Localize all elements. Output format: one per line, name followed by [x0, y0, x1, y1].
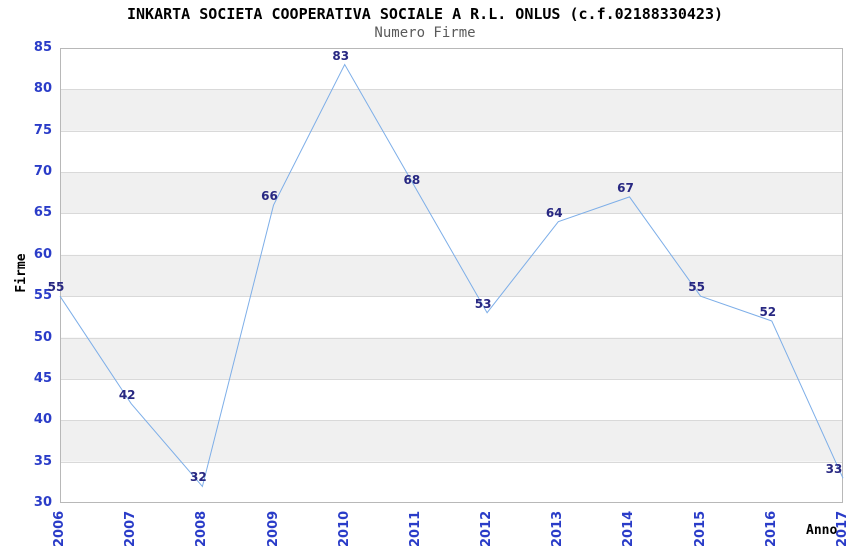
data-point-label: 42: [118, 387, 136, 402]
x-tick-label: 2012: [479, 510, 495, 547]
data-point-label: 64: [545, 205, 563, 220]
data-point-label: 67: [617, 180, 634, 195]
y-tick-label: 35: [33, 453, 52, 469]
data-point-label: 66: [261, 189, 278, 204]
plot-border: [60, 48, 843, 503]
data-point-label: 55: [47, 280, 65, 295]
data-point-label: 53: [474, 296, 492, 311]
y-tick-label: 55: [33, 288, 52, 304]
y-tick-label: 70: [33, 164, 52, 180]
chart-title: INKARTA SOCIETA COOPERATIVA SOCIALE A R.…: [126, 5, 724, 23]
x-axis-title: Anno: [806, 523, 838, 538]
x-tick-label: 2009: [265, 510, 281, 547]
x-tick-label: 2016: [763, 510, 779, 547]
background-band: [60, 420, 843, 462]
y-tick-label: 85: [33, 40, 52, 55]
y-tick-label: 80: [33, 81, 52, 97]
data-point-label: 33: [825, 462, 843, 477]
y-tick-label: 40: [33, 412, 52, 428]
x-tick-label: 2014: [621, 510, 637, 547]
x-tick-label: 2006: [52, 510, 67, 547]
y-tick-label: 60: [33, 246, 52, 262]
x-tick-label: 2015: [692, 510, 708, 547]
data-point-label: 32: [190, 470, 207, 485]
x-tick-label: 2007: [123, 510, 139, 547]
x-tick-label: 2017: [835, 510, 850, 547]
data-point-label: 55: [688, 280, 705, 295]
data-point-label: 52: [759, 305, 777, 319]
y-tick-label: 65: [33, 205, 52, 221]
y-tick-label: 50: [33, 329, 52, 345]
x-tick-label: 2011: [407, 510, 423, 547]
y-tick-label: 45: [33, 370, 52, 386]
background-band: [60, 337, 843, 379]
chart-subtitle: Numero Firme: [374, 25, 476, 41]
background-band: [60, 254, 843, 297]
background-band: [60, 172, 843, 214]
data-line: [59, 63, 844, 488]
x-tick-label: 2008: [194, 510, 210, 547]
data-point-label: 68: [403, 172, 421, 187]
data-point-label: 83: [332, 48, 350, 63]
x-tick-label: 2013: [550, 510, 566, 547]
background-band: [60, 89, 843, 131]
y-tick-label: 30: [33, 495, 52, 510]
y-tick-label: 75: [33, 122, 52, 138]
x-tick-label: 2010: [336, 510, 352, 547]
